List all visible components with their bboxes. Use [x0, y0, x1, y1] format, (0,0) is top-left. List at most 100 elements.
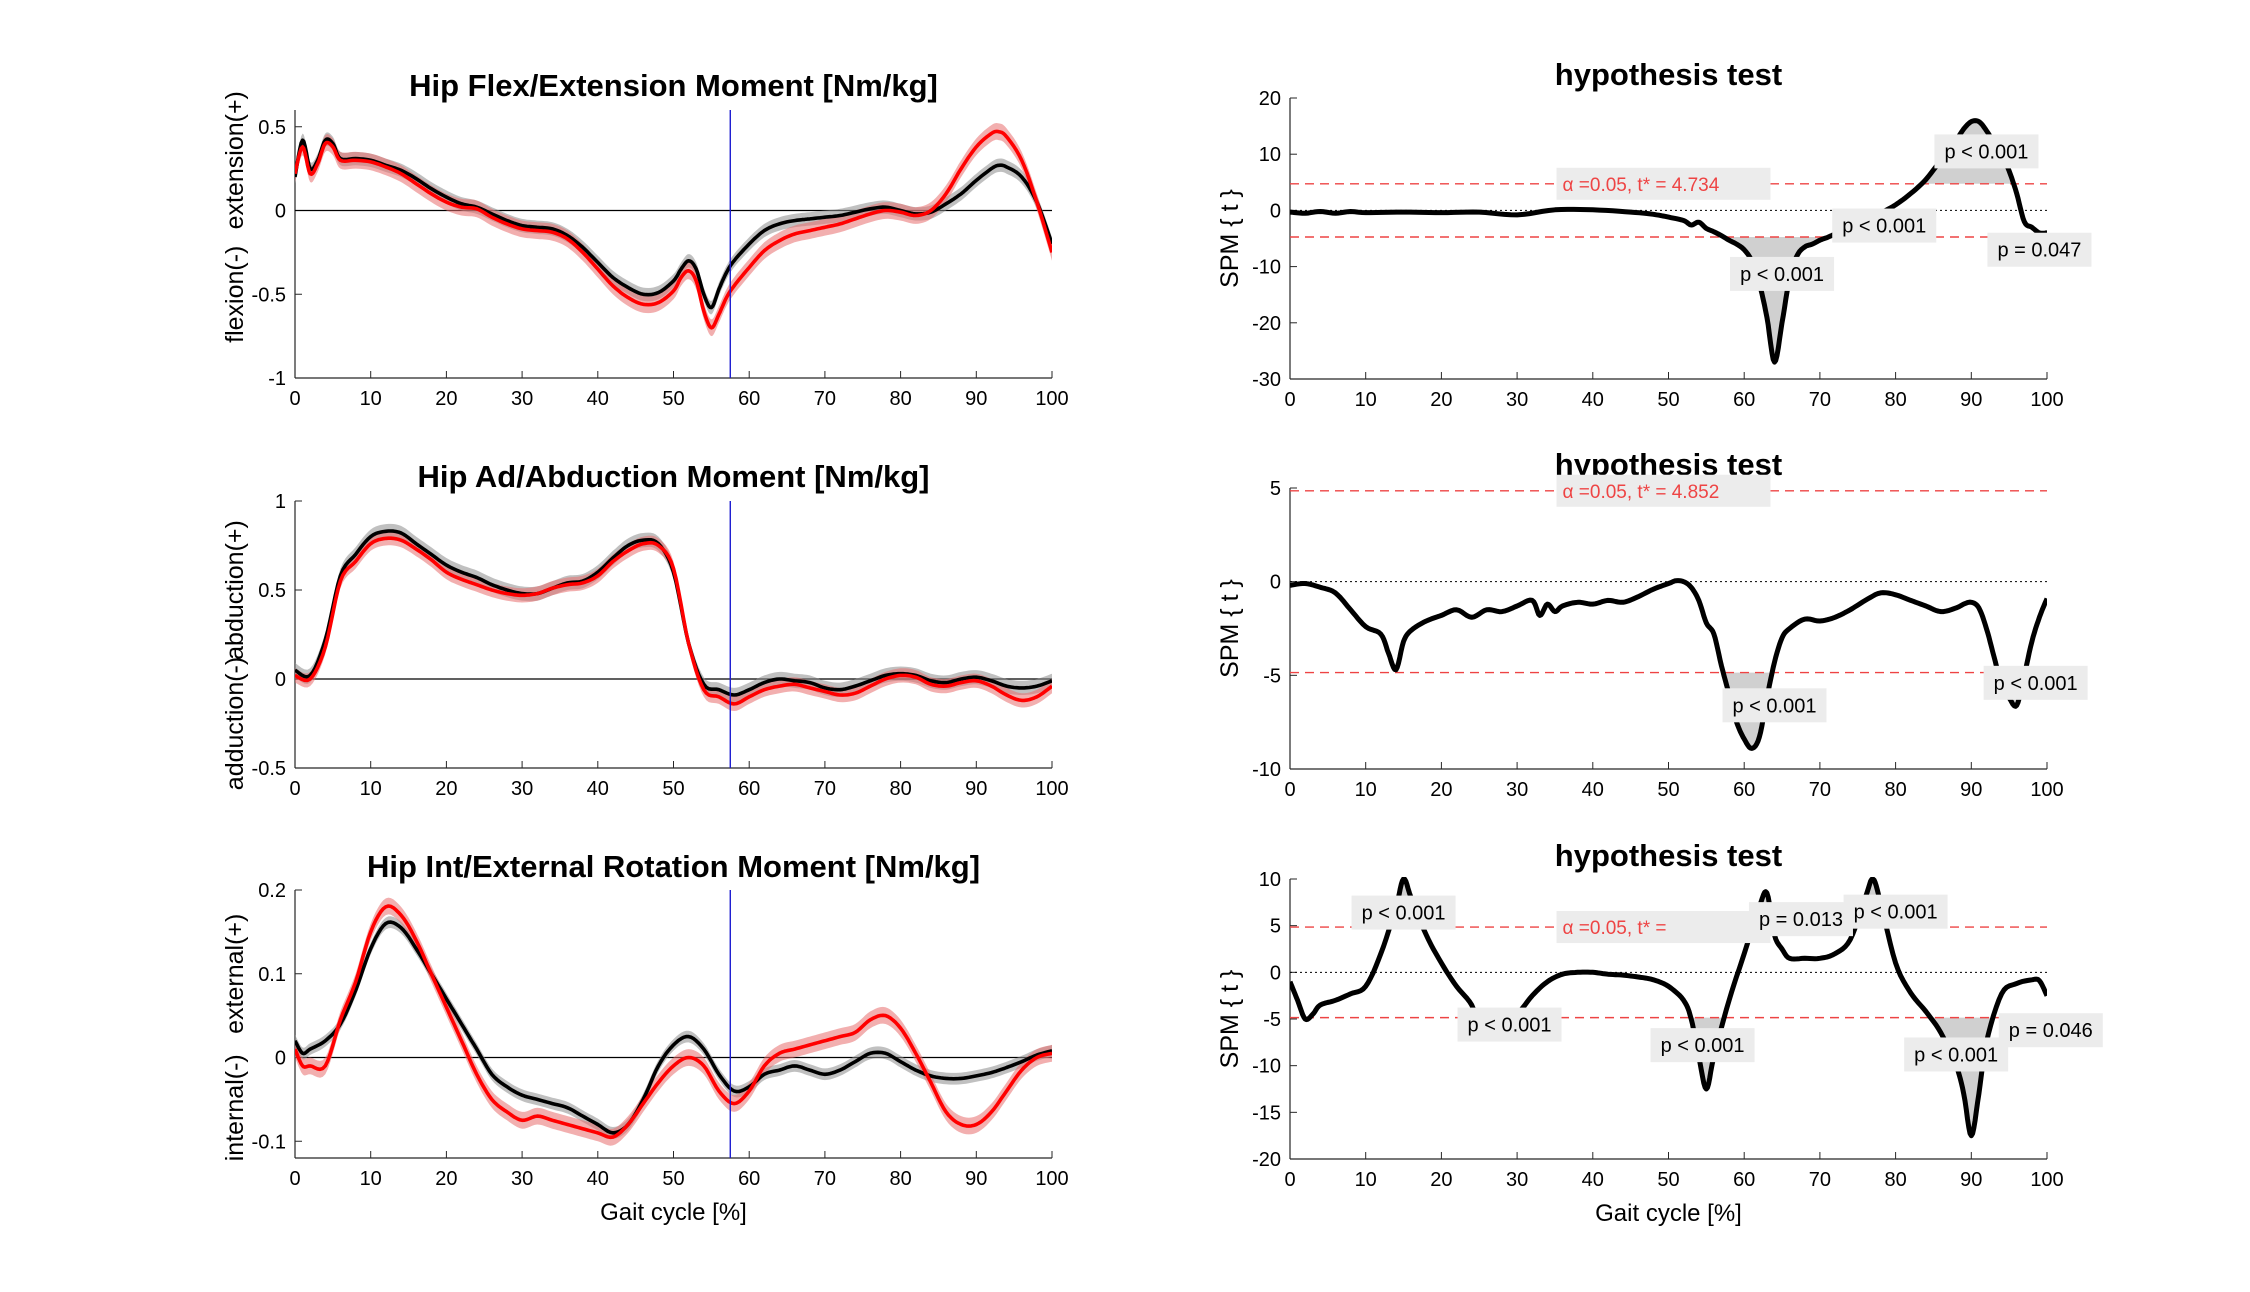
x-tick-label: 0	[289, 1168, 300, 1190]
plot-area	[1290, 490, 2047, 751]
x-tick-label: 20	[435, 388, 457, 410]
threshold-label-box	[1556, 474, 1771, 507]
series-band-1	[295, 897, 1052, 1146]
x-tick-label: 80	[1884, 389, 1906, 411]
x-tick-label: 0	[289, 778, 300, 800]
x-tick-label: 50	[662, 1168, 684, 1190]
threshold-label-box	[1556, 911, 1771, 944]
series-line-0	[295, 529, 1052, 697]
y-axis-label-top: abduction(+)	[221, 520, 249, 660]
plot-area	[295, 897, 1052, 1146]
x-tick-label: 90	[1960, 779, 1982, 801]
p-value-box	[1998, 1013, 2103, 1048]
x-tick-label: 10	[1355, 1169, 1377, 1191]
x-tick-label: 20	[1430, 1169, 1452, 1191]
p-value-box	[1843, 894, 1948, 929]
spm-curve	[1290, 578, 2047, 751]
y-tick-label: 0.5	[258, 580, 286, 602]
x-tick-label: 90	[965, 1168, 987, 1190]
x-tick-label: 60	[1733, 389, 1755, 411]
x-tick-label: 0	[1284, 779, 1295, 801]
series-line-1	[295, 904, 1052, 1140]
y-axis-label-top: external(+)	[221, 914, 249, 1034]
x-tick-label: 40	[1582, 779, 1604, 801]
y-tick-label: 0	[275, 201, 286, 223]
y-tick-label: -0.1	[252, 1131, 286, 1153]
p-value-label: p < 0.001	[1994, 673, 2078, 695]
y-tick-label: 5	[1270, 478, 1281, 500]
p-value-box	[1650, 1028, 1755, 1063]
x-tick-label: 100	[2030, 389, 2063, 411]
chart-title: Hip Ad/Abduction Moment [Nm/kg]	[417, 459, 929, 494]
p-value-box	[1832, 208, 1937, 243]
x-tick-label: 70	[1809, 389, 1831, 411]
y-tick-label: -15	[1252, 1102, 1281, 1124]
x-tick-label: 40	[587, 388, 609, 410]
x-tick-label: 0	[1284, 389, 1295, 411]
cluster-fill	[1724, 237, 1828, 363]
x-tick-label: 20	[1430, 779, 1452, 801]
x-tick-label: 70	[1809, 1169, 1831, 1191]
p-value-label: p = 0.013	[1759, 909, 1843, 931]
series-line-0	[295, 920, 1052, 1135]
x-tick-label: 40	[1582, 389, 1604, 411]
x-tick-label: 100	[2030, 779, 2063, 801]
chart-p2: Hip Ad/Abduction Moment [Nm/kg]0 10 20 30 40…	[221, 459, 1069, 800]
x-tick-label: 0	[289, 388, 300, 410]
y-tick-label: 0.1	[258, 964, 286, 986]
x-tick-label: 10	[360, 388, 382, 410]
y-tick-label: -10	[1252, 759, 1281, 781]
chart-p1: Hip Flex/Extension Moment [Nm/kg] 0 10 20 30…	[221, 68, 1069, 410]
x-tick-label: 50	[662, 388, 684, 410]
x-tick-label: 80	[1884, 779, 1906, 801]
x-tick-label: 40	[587, 778, 609, 800]
p-value-label: p < 0.001	[1732, 695, 1816, 717]
x-tick-label: 90	[965, 388, 987, 410]
x-tick-label: 60	[738, 778, 760, 800]
x-tick-label: 90	[965, 778, 987, 800]
y-tick-label: -10	[1252, 1056, 1281, 1078]
p-value-box	[1351, 895, 1456, 930]
y-axis-label: SPM { t }	[1216, 189, 1244, 288]
p-value-box	[1730, 256, 1835, 291]
y-tick-label: 0	[1270, 962, 1281, 984]
x-tick-label: 30	[1506, 779, 1528, 801]
spm-curve	[1290, 118, 2047, 365]
p-value-label: p < 0.001	[1944, 141, 2028, 163]
x-tick-label: 100	[2030, 1169, 2063, 1191]
x-tick-label: 80	[889, 1168, 911, 1190]
y-tick-label: -5	[1263, 1009, 1281, 1031]
x-tick-label: 20	[435, 778, 457, 800]
y-tick-label: -20	[1252, 1149, 1281, 1171]
x-tick-label: 20	[1430, 389, 1452, 411]
series-band-0	[295, 132, 1052, 315]
p-value-label: p = 0.047	[1997, 240, 2081, 262]
x-tick-label: 40	[1582, 1169, 1604, 1191]
x-tick-label: 60	[738, 1168, 760, 1190]
y-axis-label-bottom: internal(-)	[221, 1054, 249, 1161]
y-tick-label: 0	[1270, 200, 1281, 222]
p-value-box	[1748, 902, 1853, 937]
y-axis-label-bottom: adduction(-)	[221, 657, 249, 790]
y-tick-label: -10	[1252, 257, 1281, 279]
x-tick-label: 60	[1733, 779, 1755, 801]
p-value-label: p < 0.001	[1362, 903, 1446, 925]
x-tick-label: 10	[360, 778, 382, 800]
y-tick-label: 0	[275, 669, 286, 691]
chart-title: Hip Flex/Extension Moment [Nm/kg]	[409, 68, 938, 103]
x-tick-label: 80	[889, 388, 911, 410]
p-value-label: p < 0.001	[1661, 1035, 1745, 1057]
p-value-box	[1934, 134, 2039, 169]
p-value-label: p < 0.001	[1740, 264, 1824, 286]
threshold-label: α =0.05, t* = 4.852	[1563, 482, 1720, 503]
x-tick-label: 70	[814, 1168, 836, 1190]
x-tick-label: 50	[662, 778, 684, 800]
y-tick-label: -0.5	[252, 758, 286, 780]
x-tick-label: 60	[1733, 1169, 1755, 1191]
x-tick-label: 50	[1657, 779, 1679, 801]
x-tick-label: 80	[1884, 1169, 1906, 1191]
p-value-label: p < 0.001	[1468, 1015, 1552, 1037]
